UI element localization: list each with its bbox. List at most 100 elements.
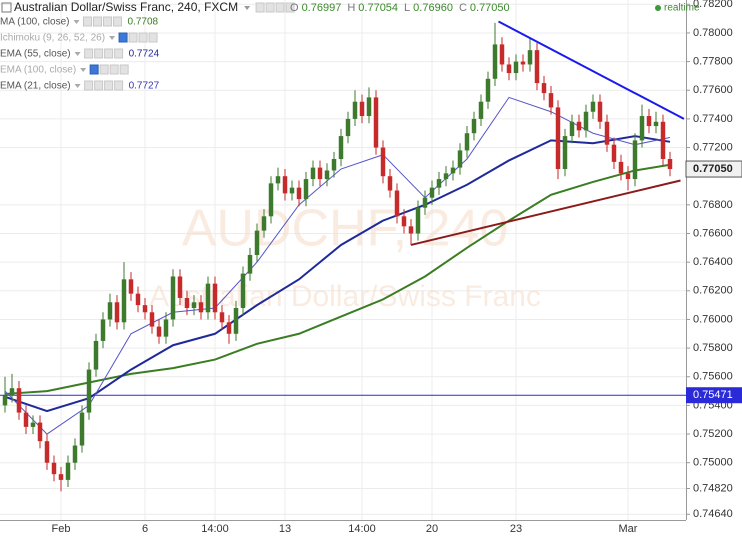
candle-body	[422, 197, 428, 208]
candle-body	[590, 101, 596, 112]
candle-body	[373, 97, 379, 148]
indicator-name: EMA (100, close)	[0, 65, 76, 76]
candle-body	[429, 187, 435, 198]
toolbar-icon[interactable]	[112, 16, 122, 27]
x-tick-label: 6	[142, 523, 148, 535]
watermark: AUDCHF, 240	[182, 200, 509, 258]
toolbar-icon[interactable]	[99, 64, 109, 75]
y-tick-label: 0.75000	[693, 457, 733, 469]
candle-body	[135, 293, 141, 306]
candle-body	[506, 64, 512, 74]
candle-body	[653, 121, 659, 127]
candle-body	[387, 176, 393, 191]
candle-body	[317, 167, 323, 180]
candle-body	[380, 147, 386, 177]
candle-body	[149, 312, 155, 327]
candle-body	[660, 121, 666, 160]
trend-line	[498, 20, 685, 120]
indicator-line	[4, 163, 671, 395]
candle-body	[639, 116, 645, 141]
candle-body	[394, 190, 400, 217]
candle-body	[408, 226, 414, 234]
candle-body	[30, 422, 36, 427]
x-tick-label: 23	[510, 523, 522, 535]
candle-body	[667, 159, 673, 170]
y-tick-label: 0.76600	[693, 227, 733, 239]
ohlc-label: C	[459, 2, 467, 14]
candle-body	[527, 50, 533, 65]
candle-body	[555, 107, 561, 170]
candle-body	[331, 159, 337, 171]
toolbar-icon[interactable]	[82, 16, 92, 27]
candle-body	[499, 44, 505, 65]
visibility-toggle[interactable]	[118, 32, 128, 43]
y-tick-label: 0.76000	[693, 313, 733, 325]
candle-body	[583, 111, 589, 131]
toolbar-icon[interactable]	[92, 16, 102, 27]
x-tick-label: 20	[426, 523, 438, 535]
candle-body	[268, 183, 274, 217]
candle-body	[415, 207, 421, 234]
y-tick-label: 0.76200	[693, 285, 733, 297]
y-tick-label: 0.77600	[693, 84, 733, 96]
visibility-toggle[interactable]	[89, 64, 99, 75]
candle-body	[464, 133, 470, 151]
y-tick-label: 0.77400	[693, 113, 733, 125]
candle-body	[345, 118, 351, 137]
toolbar-icon[interactable]	[109, 64, 119, 75]
candle-body	[457, 150, 463, 168]
candle-body	[541, 83, 547, 94]
toolbar-icon[interactable]	[114, 48, 124, 59]
ohlc-value: 0.76997	[302, 2, 342, 14]
candle-body	[261, 216, 267, 231]
toolbar-icon	[275, 2, 285, 13]
toolbar-icon[interactable]	[84, 48, 94, 59]
y-tick-label: 0.75800	[693, 342, 733, 354]
indicator-value: 0.7708	[127, 17, 158, 28]
candle-body	[142, 305, 148, 313]
candle-body	[576, 121, 582, 131]
candle-body	[9, 388, 15, 396]
toolbar-icon[interactable]	[114, 80, 124, 91]
candle-body	[534, 50, 540, 84]
candle-body	[436, 179, 442, 188]
toolbar-icon[interactable]	[104, 80, 114, 91]
menu-arrow	[74, 52, 81, 56]
y-tick-label: 0.77200	[693, 141, 733, 153]
toolbar-icon[interactable]	[128, 32, 138, 43]
candle-body	[625, 173, 631, 180]
candle-body	[366, 97, 372, 117]
toolbar-icon[interactable]	[138, 32, 148, 43]
candle-body	[618, 161, 624, 174]
candle-body	[254, 230, 260, 255]
candle-body	[107, 302, 113, 320]
candle-body	[597, 101, 603, 122]
candle-body	[100, 319, 106, 341]
candle-body	[646, 116, 652, 127]
menu-arrow	[244, 6, 251, 10]
toolbar-icon	[285, 2, 295, 13]
toolbar-icon[interactable]	[94, 80, 104, 91]
candle-body	[79, 412, 85, 446]
toolbar-icon[interactable]	[119, 64, 129, 75]
price-box-label: 0.75471	[693, 389, 733, 401]
toolbar-icon[interactable]	[94, 48, 104, 59]
candle-body	[604, 121, 610, 145]
toolbar-icon[interactable]	[148, 32, 158, 43]
status-dot	[655, 5, 661, 11]
y-tick-label: 0.77800	[693, 56, 733, 68]
toolbar-icon[interactable]	[104, 48, 114, 59]
candle-body	[93, 340, 99, 370]
symbol-icon	[1, 2, 12, 13]
toolbar-icon[interactable]	[102, 16, 112, 27]
menu-arrow	[74, 84, 81, 88]
menu-arrow	[109, 36, 116, 40]
ohlc-value: 0.77050	[470, 2, 510, 14]
candle-body	[205, 283, 211, 313]
price-box	[686, 387, 742, 404]
toolbar-icon[interactable]	[84, 80, 94, 91]
price-box	[685, 160, 742, 178]
candle-body	[86, 369, 92, 413]
x-tick-label: Mar	[619, 523, 638, 535]
